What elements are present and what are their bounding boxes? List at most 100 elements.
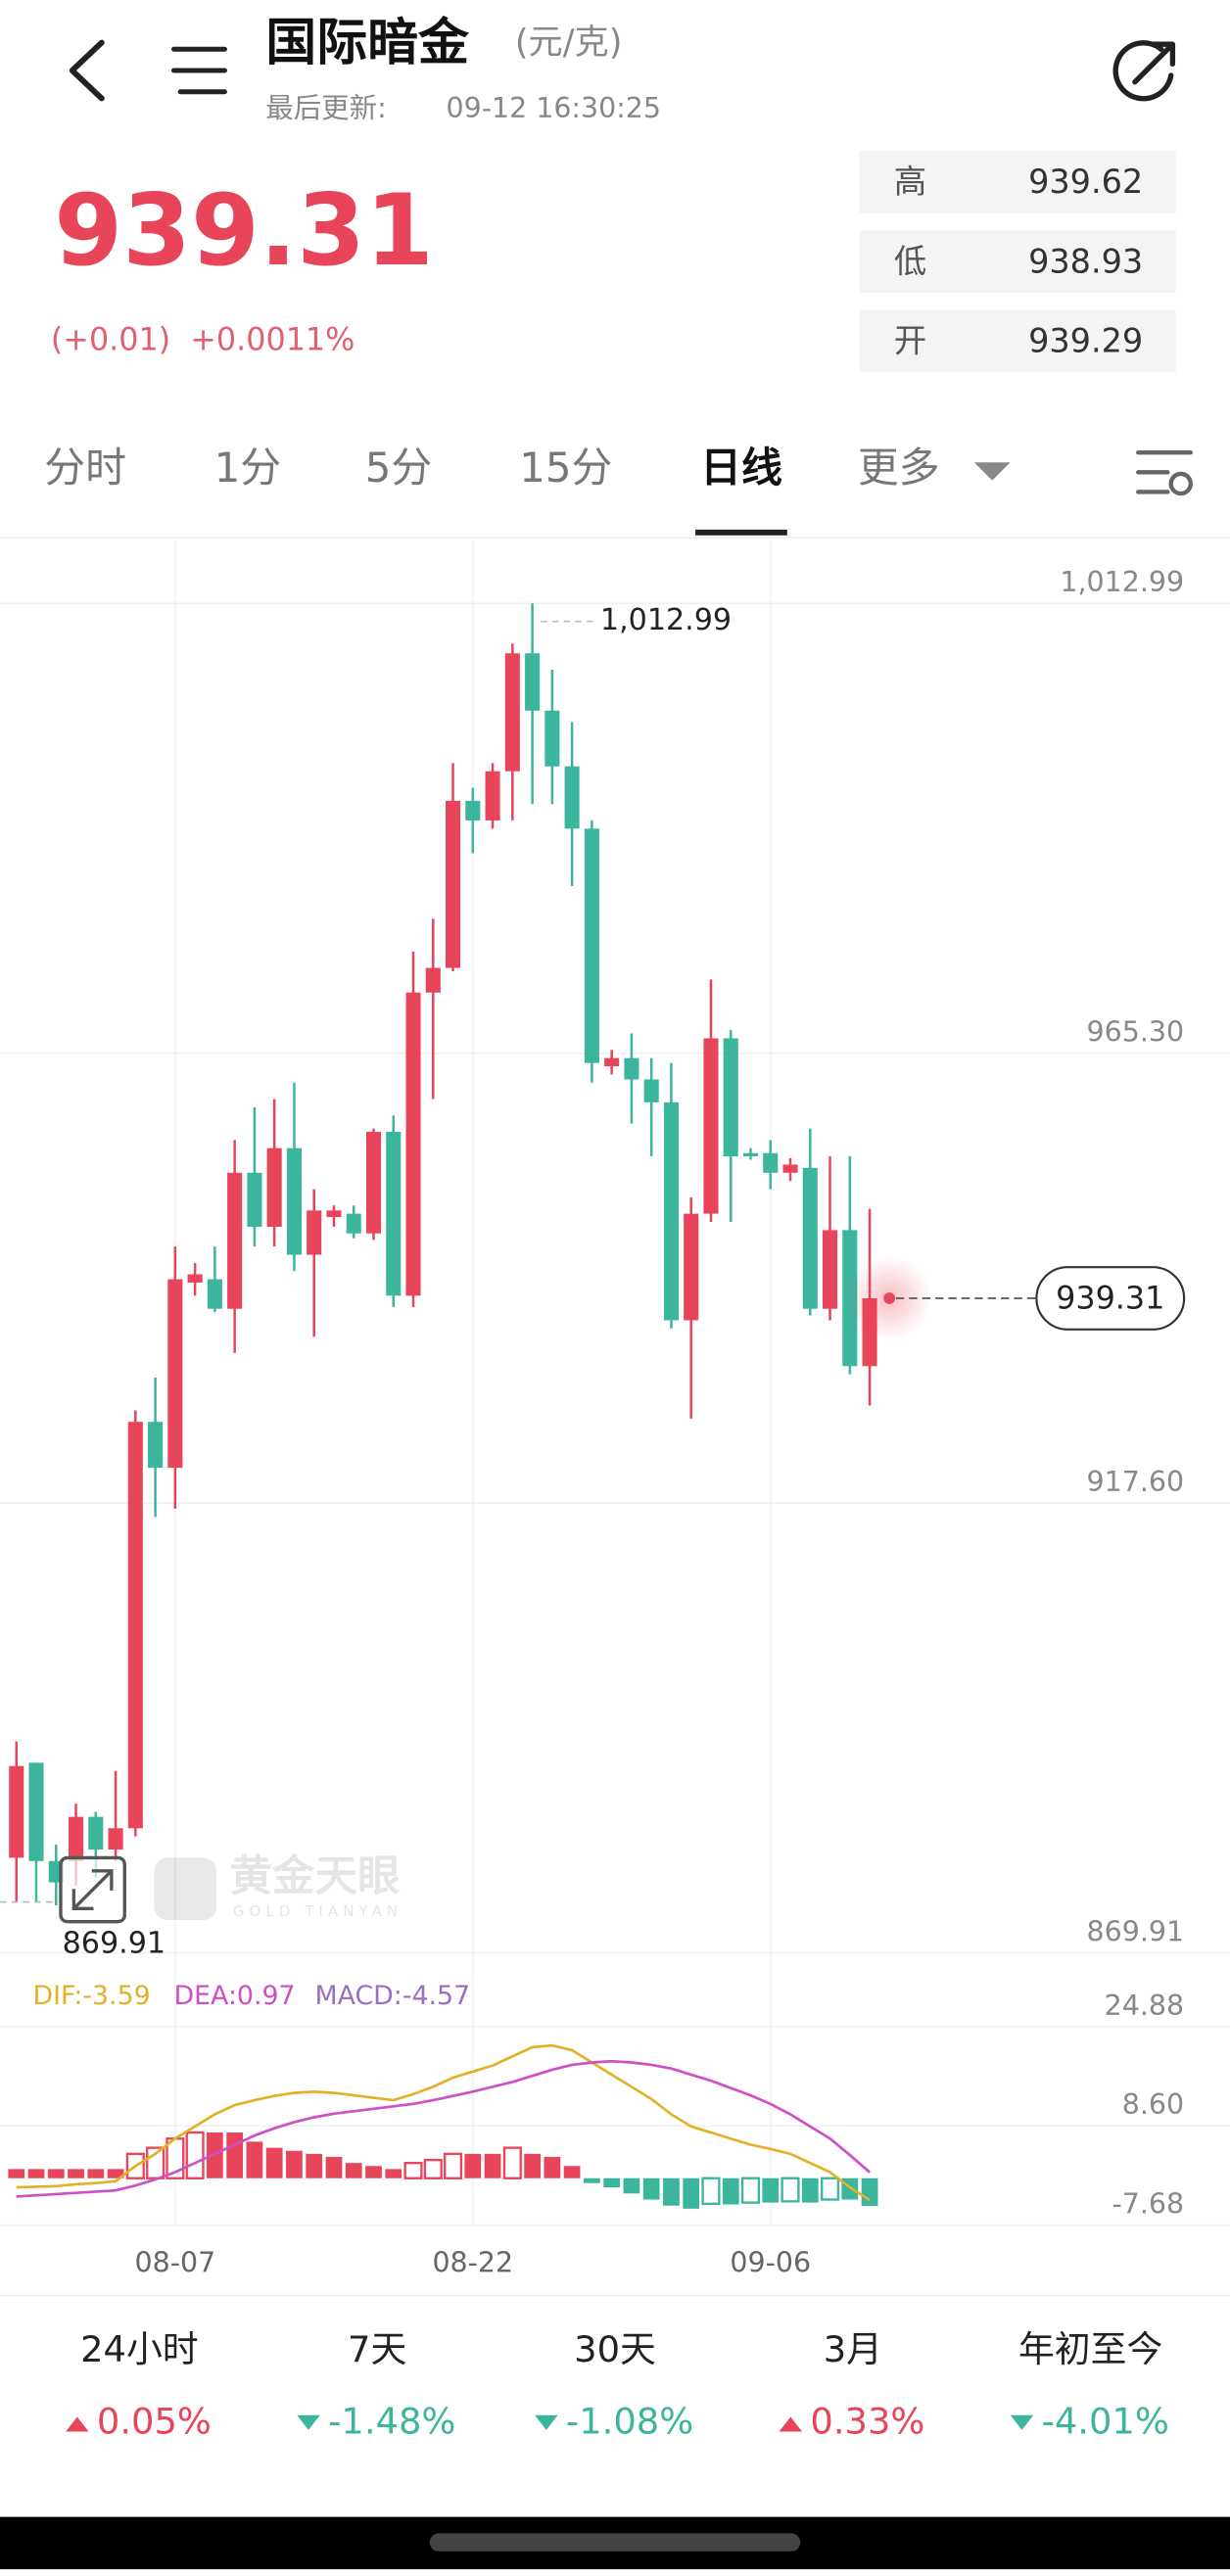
settings-icon bbox=[1136, 450, 1193, 494]
macd-bar bbox=[464, 2153, 482, 2178]
tab[interactable]: 日线 bbox=[695, 444, 787, 536]
tab-label: 更多 bbox=[858, 444, 940, 492]
candle-body bbox=[564, 766, 580, 829]
stat-value: 939.62 bbox=[1028, 163, 1143, 201]
price: 939.31 bbox=[54, 173, 434, 288]
candle-body bbox=[386, 1132, 402, 1296]
candle-body bbox=[88, 1816, 104, 1850]
macd-bar bbox=[623, 2178, 640, 2194]
macd-bar bbox=[286, 2150, 303, 2178]
period-change: -1.08% bbox=[566, 2401, 693, 2443]
menu-icon bbox=[171, 46, 227, 95]
macd-y-tick-label: 8.60 bbox=[1122, 2088, 1184, 2121]
page-title: 国际暗金 bbox=[265, 14, 470, 72]
macd-legend: DIF:-3.59 bbox=[32, 1981, 150, 2011]
tab-label: 日线 bbox=[700, 444, 782, 492]
candle-body bbox=[802, 1167, 818, 1309]
trend-icon bbox=[66, 2416, 89, 2432]
macd-bar bbox=[701, 2177, 721, 2206]
macd-bar bbox=[663, 2178, 680, 2206]
macd-bar bbox=[403, 2162, 423, 2179]
candle-body bbox=[723, 1038, 738, 1157]
y-tick-label: 917.60 bbox=[1087, 1466, 1185, 1498]
settings-button[interactable] bbox=[1136, 450, 1193, 496]
stat-value: 938.93 bbox=[1028, 242, 1143, 280]
change-pct: +0.0011% bbox=[190, 320, 355, 357]
zoom-icon bbox=[71, 1869, 114, 1910]
candle-body bbox=[247, 1172, 262, 1228]
x-tick-label: 08-22 bbox=[432, 2247, 513, 2279]
macd-bar bbox=[683, 2178, 700, 2209]
update-label: 最后更新: bbox=[265, 92, 386, 124]
y-tick-label: 965.30 bbox=[1087, 1016, 1185, 1049]
candle-body bbox=[148, 1422, 164, 1469]
active-underline bbox=[695, 529, 787, 536]
tab-label: 1分 bbox=[214, 444, 282, 492]
candle-body bbox=[465, 800, 481, 820]
macd-bar bbox=[801, 2178, 819, 2203]
tab[interactable]: 15分 bbox=[519, 444, 612, 492]
macd-bar bbox=[484, 2153, 501, 2178]
tab[interactable]: 5分 bbox=[365, 444, 433, 492]
candle-body bbox=[525, 653, 541, 711]
macd-bar bbox=[185, 2131, 205, 2179]
candle-body bbox=[584, 828, 599, 1063]
stat-value: 939.29 bbox=[1028, 322, 1143, 360]
trend-icon bbox=[297, 2414, 320, 2430]
macd-bar bbox=[246, 2141, 263, 2178]
update-time: 09-12 16:30:25 bbox=[447, 92, 662, 124]
period-item: 24小时 0.05% bbox=[66, 2328, 212, 2443]
period-change: 0.33% bbox=[810, 2401, 924, 2443]
change: (+0.01) bbox=[51, 320, 170, 357]
macd-bar bbox=[107, 2169, 124, 2178]
macd-bar bbox=[502, 2146, 522, 2179]
zoom-button[interactable] bbox=[59, 1855, 126, 1924]
trend-icon bbox=[779, 2416, 803, 2432]
tab-label: 分时 bbox=[44, 444, 126, 492]
macd-bar bbox=[325, 2156, 343, 2178]
macd-legend: MACD:-4.57 bbox=[315, 1981, 471, 2011]
macd-bar bbox=[365, 2166, 382, 2178]
macd-bar bbox=[207, 2132, 223, 2178]
candle-body bbox=[286, 1147, 302, 1255]
candle-body bbox=[624, 1057, 639, 1080]
period-label: 30天 bbox=[574, 2328, 656, 2370]
macd-bar bbox=[306, 2153, 323, 2178]
candle-body bbox=[69, 1816, 84, 1861]
macd-line bbox=[16, 2043, 871, 2202]
macd-bar bbox=[87, 2169, 105, 2178]
tab[interactable]: 更多 bbox=[858, 444, 1011, 492]
macd-bar bbox=[385, 2169, 402, 2178]
last-dot bbox=[883, 1292, 896, 1304]
macd-bar bbox=[544, 2156, 561, 2178]
tab[interactable]: 1分 bbox=[214, 444, 282, 492]
menu-button[interactable] bbox=[171, 46, 227, 95]
share-arrow bbox=[1132, 41, 1176, 85]
macd-bar bbox=[762, 2178, 780, 2203]
candle-body bbox=[663, 1101, 679, 1321]
candle-body bbox=[207, 1279, 222, 1309]
candle-body bbox=[405, 992, 421, 1296]
share-button[interactable] bbox=[1112, 40, 1176, 102]
dropdown-icon bbox=[973, 462, 1011, 481]
back-button[interactable] bbox=[69, 39, 105, 102]
macd-legend: DEA:0.97 bbox=[174, 1981, 296, 2011]
candle-body bbox=[782, 1164, 798, 1173]
macd-y-tick-label: 24.88 bbox=[1105, 1990, 1184, 2022]
candle-body bbox=[425, 967, 441, 993]
last-label: 939.31 bbox=[1056, 1280, 1164, 1317]
kline-chart: 1,012.99 965.30 917.60 869.91 1,012.99 869.91… bbox=[0, 540, 1230, 2279]
period-label: 7天 bbox=[348, 2328, 406, 2370]
macd-y-tick-label: -7.68 bbox=[1112, 2187, 1184, 2220]
macd-bar bbox=[722, 2178, 739, 2205]
period-label: 3月 bbox=[824, 2328, 882, 2370]
macd-bar bbox=[861, 2178, 878, 2207]
macd-bar bbox=[226, 2132, 244, 2178]
tab[interactable]: 分时 bbox=[44, 444, 126, 492]
stat-box bbox=[859, 309, 1176, 373]
candle-body bbox=[643, 1079, 659, 1102]
candle-body bbox=[485, 771, 500, 820]
candle-body bbox=[604, 1057, 620, 1067]
